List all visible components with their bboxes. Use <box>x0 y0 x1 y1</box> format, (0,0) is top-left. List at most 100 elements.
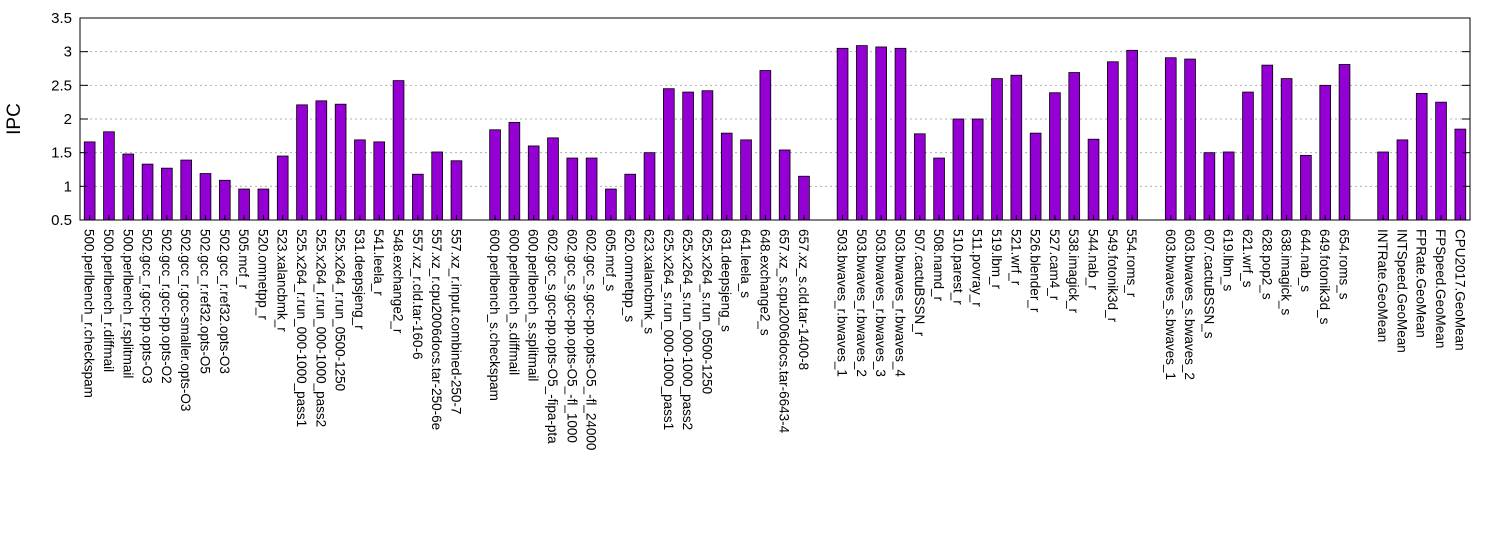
x-tick-label: 500.perlbench_r.diffmail <box>101 229 116 372</box>
bar <box>1415 93 1428 221</box>
x-tick-label: 523.xalancbmk_r <box>275 229 290 332</box>
x-tick-label: 620.omnetpp_s <box>622 229 637 322</box>
x-tick-label: 526.blender_r <box>1028 229 1043 313</box>
bar <box>334 103 347 221</box>
x-tick-label: CPU2017.GeoMean <box>1452 229 1467 351</box>
x-tick-label: 557.xz_r.input.combined-250-7 <box>448 229 463 414</box>
bar <box>489 129 501 221</box>
bar <box>971 118 984 221</box>
bar <box>933 157 945 221</box>
x-tick-label: 503.bwaves_r.bwaves_1 <box>835 229 850 377</box>
x-tick-label: 538.imagick_r <box>1066 229 1081 314</box>
x-tick-label: 527.cam4_r <box>1047 229 1062 301</box>
y-axis: 0.5 1 1.5 2 2.5 3 3.5 <box>51 10 1470 229</box>
bar <box>527 145 540 221</box>
x-tick-label: INTSpeed.GeoMean <box>1394 229 1409 353</box>
y-tick-label: 1.5 <box>51 145 72 162</box>
x-tick-label: 520.omnetpp_r <box>255 229 270 320</box>
x-tick-label: 557.xz_r.cpu2006docs.tar-250-6e <box>429 229 444 430</box>
bar <box>122 153 135 221</box>
bar <box>682 91 694 221</box>
x-tick-label: 511.povray_r <box>970 229 985 307</box>
bar <box>1261 64 1274 221</box>
x-tick-label: 649.fotonik3d_s <box>1317 229 1332 325</box>
x-tick-label: 600.perlbench_s.splitmail <box>526 229 541 381</box>
x-tick-label: 619.lbm_s <box>1221 229 1236 292</box>
x-tick-label: 625.x264_s.run_000-1000_pass2 <box>680 229 695 430</box>
x-tick-label: 503.bwaves_r.bwaves_3 <box>873 229 888 377</box>
x-tick-label: 623.xalancbmk_s <box>642 229 657 334</box>
y-tick-label: 3 <box>64 44 72 61</box>
x-tick-label: 502.gcc_r.ref32.opts-O5 <box>197 229 212 374</box>
bar <box>720 132 733 221</box>
x-axis-labels: 500.perlbench_r.checkspam 500.perlbench_r… <box>82 215 1467 450</box>
x-tick-label: 600.perlbench_s.checkspam <box>487 229 502 401</box>
bar <box>1184 58 1196 221</box>
bar <box>1068 72 1081 221</box>
x-tick-label: FPRate.GeoMean <box>1414 229 1429 338</box>
x-tick-label: 502.gcc_r.gcc-pp.opts-O2 <box>159 229 174 384</box>
x-tick-label: 508.namd_r <box>931 229 946 302</box>
bar <box>1164 57 1177 221</box>
x-tick-label: 557.xz_r.cld.tar-160-6 <box>410 229 425 360</box>
bar <box>1377 151 1389 221</box>
x-tick-label: 602.gcc_s.gcc-pp.opts-O5_-fl_24000 <box>584 229 599 450</box>
bar <box>1222 151 1235 221</box>
bar <box>180 159 192 221</box>
y-tick-label: 1 <box>64 178 72 195</box>
bar <box>1029 132 1042 221</box>
bar <box>798 175 810 221</box>
x-tick-label: 657.xz_s.cld.tar-1400-8 <box>796 229 811 370</box>
bar <box>894 47 907 221</box>
bar <box>875 46 887 221</box>
bar <box>701 90 714 221</box>
bar <box>1087 138 1100 221</box>
x-tick-label: 549.fotonik3d_r <box>1105 229 1120 323</box>
bar <box>663 88 675 221</box>
x-tick-label: 503.bwaves_r.bwaves_2 <box>854 229 869 377</box>
x-tick-label: 621.wrf_s <box>1240 229 1255 288</box>
y-tick-label: 2.5 <box>51 77 72 94</box>
bar <box>450 160 463 221</box>
bar <box>566 157 579 221</box>
bar <box>508 121 521 221</box>
x-tick-label: 500.perlbench_r.checkspam <box>82 229 97 398</box>
bar <box>315 100 328 221</box>
x-tick-label: 625.x264_s.run_000-1000_pass1 <box>661 229 676 430</box>
bar <box>1107 61 1119 221</box>
x-tick-label: 500.perlbench_r.splitmail <box>120 229 135 378</box>
x-tick-label: 502.gcc_r.gcc-pp.opts-O3 <box>140 229 155 384</box>
x-tick-label: 554.roms_r <box>1124 229 1139 298</box>
x-tick-label: FPSpeed.GeoMean <box>1433 229 1448 348</box>
bars <box>83 45 1467 221</box>
x-tick-label: 519.lbm_r <box>989 229 1004 290</box>
x-tick-label: 605.mcf_s <box>603 229 618 292</box>
bar <box>1126 49 1138 221</box>
grid-lines <box>80 51 1470 187</box>
bar <box>740 139 752 221</box>
bar <box>913 133 926 221</box>
bar <box>1454 128 1467 221</box>
bar <box>373 141 386 221</box>
bar <box>199 173 212 221</box>
x-tick-label: 525.x264_r.run_000-1000_pass1 <box>294 229 309 427</box>
bar <box>836 47 849 221</box>
bar <box>1280 78 1293 221</box>
x-tick-label: 625.x264_s.run_0500-1250 <box>699 229 714 394</box>
x-tick-label: 600.perlbench_s.diffmail <box>506 229 521 375</box>
y-tick-label: 3.5 <box>51 10 72 27</box>
x-tick-label: 607.cactuBSSN_s <box>1201 229 1216 339</box>
bar <box>1396 139 1409 221</box>
x-tick-label: 602.gcc_s.gcc-pp.opts-O5_-fl_1000 <box>564 229 579 443</box>
x-tick-label: 631.deepsjeng_s <box>719 229 734 332</box>
bar <box>624 173 637 221</box>
y-tick-label: 2 <box>64 111 72 128</box>
bar <box>1203 152 1216 221</box>
bar <box>991 78 1003 221</box>
bar <box>856 45 868 221</box>
bar <box>643 152 656 221</box>
x-tick-label: 654.roms_s <box>1337 229 1352 300</box>
x-tick-label: 525.x264_r.run_000-1000_pass2 <box>313 229 328 427</box>
bar <box>431 151 443 221</box>
